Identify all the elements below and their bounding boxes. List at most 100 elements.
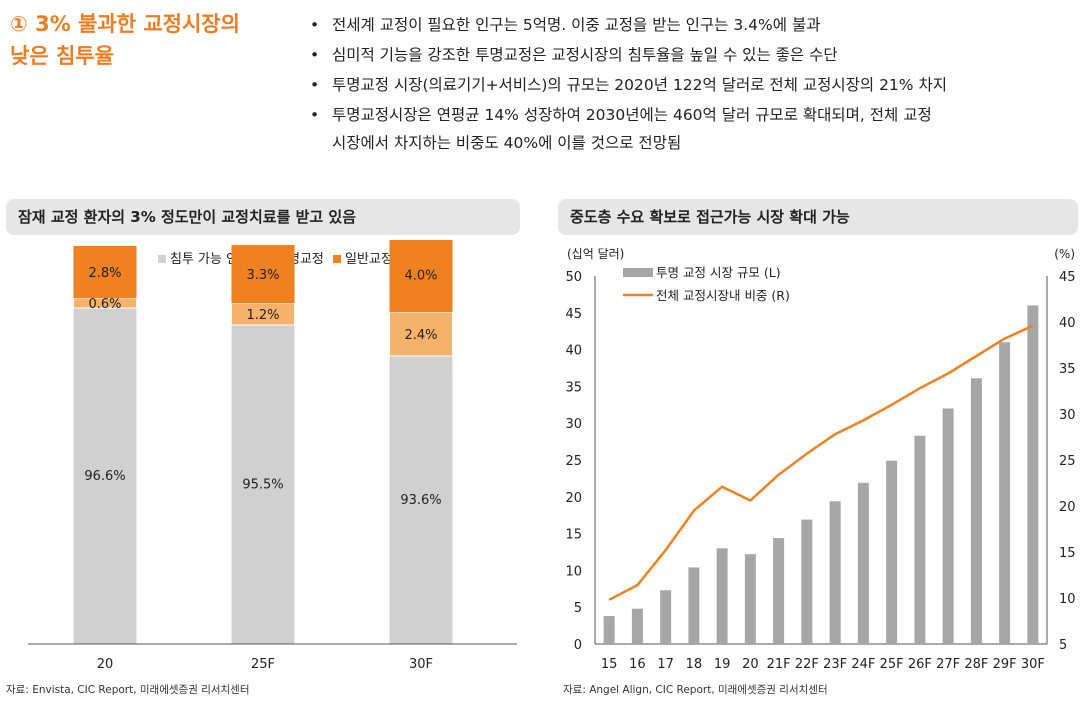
x-tick-label: 19 bbox=[714, 657, 731, 672]
data-label: 3.3% bbox=[246, 268, 279, 283]
summary-bullets: 전세계 교정이 필요한 인구는 5억명. 이중 교정을 받는 인구는 3.4%에… bbox=[310, 10, 1080, 156]
x-tick-label: 21F bbox=[767, 657, 791, 672]
y-right-tick-label: 10 bbox=[1059, 592, 1076, 607]
y-left-axis-label: (십억 달러) bbox=[567, 247, 624, 261]
bar bbox=[999, 342, 1011, 644]
bar bbox=[914, 435, 926, 644]
x-tick-label: 16 bbox=[629, 657, 646, 672]
y-right-tick-label: 35 bbox=[1059, 362, 1076, 377]
bullet-item: 전세계 교정이 필요한 인구는 5억명. 이중 교정을 받는 인구는 3.4%에… bbox=[310, 10, 1080, 40]
bar bbox=[801, 519, 813, 644]
section-heading-line1: ① 3% 불과한 교정시장의 bbox=[10, 12, 240, 36]
y-left-tick-label: 40 bbox=[565, 344, 582, 359]
y-left-tick-label: 50 bbox=[565, 270, 582, 285]
bar-segment bbox=[231, 245, 295, 303]
data-label: 96.6% bbox=[84, 469, 125, 484]
bullet-item: 투명교정시장은 연평균 14% 성장하여 2030년에는 460억 달러 규모로… bbox=[310, 100, 1080, 156]
data-label: 2.8% bbox=[88, 266, 121, 281]
bar bbox=[942, 408, 954, 644]
data-label: 4.0% bbox=[404, 269, 437, 284]
bullet-text: 전세계 교정이 필요한 인구는 5억명. 이중 교정을 받는 인구는 3.4%에… bbox=[332, 16, 821, 34]
bar bbox=[660, 590, 672, 644]
data-label: 95.5% bbox=[242, 478, 283, 493]
bar bbox=[603, 616, 615, 644]
y-right-tick-label: 20 bbox=[1059, 500, 1076, 515]
data-label: 1.2% bbox=[246, 308, 279, 323]
x-tick-label: 20 bbox=[742, 657, 759, 672]
section-heading: ① 3% 불과한 교정시장의 낮은 침투율 bbox=[10, 8, 290, 72]
share-line bbox=[608, 324, 1034, 601]
x-tick-label: 26F bbox=[908, 657, 932, 672]
x-tick-label: 25F bbox=[251, 657, 275, 672]
data-label: 93.6% bbox=[400, 493, 441, 508]
bar bbox=[886, 460, 898, 644]
legend-label: 일반교정 bbox=[345, 252, 393, 267]
y-left-tick-label: 5 bbox=[574, 601, 582, 616]
bar bbox=[688, 567, 700, 644]
y-right-tick-label: 30 bbox=[1059, 408, 1076, 423]
bar bbox=[1027, 305, 1039, 644]
x-tick-label: 22F bbox=[795, 657, 819, 672]
x-tick-label: 18 bbox=[686, 657, 703, 672]
bullet-text: 심미적 기능을 강조한 투명교정은 교정시장의 침투율을 높일 수 있는 좋은 … bbox=[332, 46, 838, 64]
section-heading-line2: 낮은 침투율 bbox=[10, 44, 114, 68]
y-right-tick-label: 45 bbox=[1059, 270, 1076, 285]
right-source-note: 자료: Angel Align, CIC Report, 미래에셋증권 리서치센… bbox=[563, 684, 828, 696]
x-tick-label: 30F bbox=[409, 657, 433, 672]
left-chart-title: 잠재 교정 환자의 3% 정도만이 교정치료를 받고 있음 bbox=[6, 199, 520, 235]
legend-label: 전체 교정시장내 비중 (R) bbox=[656, 288, 790, 303]
data-label: 2.4% bbox=[404, 328, 437, 343]
x-tick-label: 24F bbox=[851, 657, 875, 672]
bar-segment bbox=[389, 240, 453, 312]
x-tick-label: 29F bbox=[993, 657, 1017, 672]
x-tick-label: 15 bbox=[601, 657, 618, 672]
bar-segment bbox=[73, 246, 137, 298]
bar-segment bbox=[389, 311, 453, 357]
bar bbox=[631, 608, 643, 644]
y-left-tick-label: 10 bbox=[565, 564, 582, 579]
bar bbox=[716, 548, 728, 644]
x-tick-label: 20 bbox=[97, 657, 114, 672]
bullet-text-continuation: 시장에서 차지하는 비중도 40%에 이를 것으로 전망됨 bbox=[332, 134, 682, 152]
y-right-tick-label: 5 bbox=[1059, 638, 1067, 653]
x-tick-label: 25F bbox=[880, 657, 904, 672]
bullet-text: 투명교정시장은 연평균 14% 성장하여 2030년에는 460억 달러 규모로… bbox=[332, 106, 932, 124]
bar-segment bbox=[231, 325, 295, 644]
y-left-tick-label: 30 bbox=[565, 417, 582, 432]
x-tick-label: 28F bbox=[964, 657, 988, 672]
x-tick-label: 23F bbox=[823, 657, 847, 672]
bar bbox=[829, 501, 841, 644]
legend-swatch bbox=[333, 255, 341, 263]
y-left-tick-label: 20 bbox=[565, 491, 582, 506]
y-right-tick-label: 40 bbox=[1059, 316, 1076, 331]
y-right-tick-label: 25 bbox=[1059, 454, 1076, 469]
x-tick-label: 27F bbox=[936, 657, 960, 672]
left-source-note: 자료: Envista, CIC Report, 미래에셋증권 리서치센터 bbox=[6, 684, 250, 696]
legend-label: 투명 교정 시장 규모 (L) bbox=[656, 265, 781, 280]
right-chart-title: 중도층 수요 확보로 접근가능 시장 확대 가능 bbox=[558, 199, 1078, 235]
bullet-text: 투명교정 시장(의료기기+서비스)의 규모는 2020년 122억 달러로 전체… bbox=[332, 76, 947, 94]
legend-swatch bbox=[623, 268, 653, 277]
legend-label: 침투 가능 인구 bbox=[170, 252, 250, 267]
y-left-tick-label: 35 bbox=[565, 380, 582, 395]
bar-line-combo-chart: (십억 달러) (%) 0 5 10 15 20 25 30 35 40 45 50 5 10 15 20 25 3… bbox=[565, 247, 1076, 672]
y-right-tick-label: 15 bbox=[1059, 546, 1076, 561]
bar-segment bbox=[73, 308, 137, 644]
y-left-tick-label: 25 bbox=[565, 454, 582, 469]
data-label: 0.6% bbox=[88, 297, 121, 312]
x-tick-label: 30F bbox=[1021, 657, 1045, 672]
bar bbox=[857, 482, 869, 644]
bullet-item: 심미적 기능을 강조한 투명교정은 교정시장의 침투율을 높일 수 있는 좋은 … bbox=[310, 40, 1080, 70]
stacked-bar-chart: 침투 가능 인구 투명교정 일반교정96.6%0.6%2.8%2095.5%1.2%… bbox=[28, 240, 517, 672]
bar bbox=[970, 378, 982, 644]
bar bbox=[773, 538, 785, 644]
legend-swatch bbox=[158, 255, 166, 263]
bar-segment bbox=[389, 356, 453, 644]
bullet-item: 투명교정 시장(의료기기+서비스)의 규모는 2020년 122억 달러로 전체… bbox=[310, 70, 1080, 100]
y-left-tick-label: 0 bbox=[574, 638, 582, 653]
x-tick-label: 17 bbox=[657, 657, 674, 672]
y-left-tick-label: 15 bbox=[565, 528, 582, 543]
y-left-tick-label: 45 bbox=[565, 307, 582, 322]
y-right-axis-label: (%) bbox=[1054, 247, 1075, 261]
bar bbox=[744, 554, 756, 644]
